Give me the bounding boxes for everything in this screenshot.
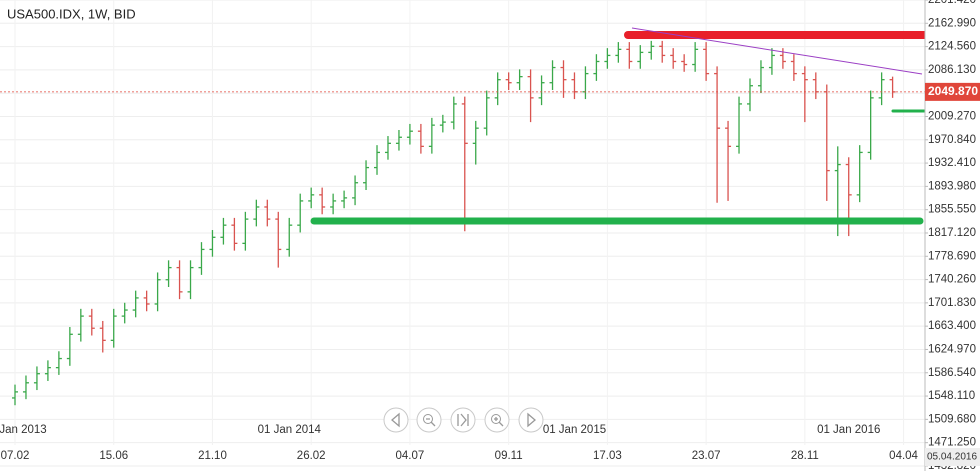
scroll-left-button[interactable] xyxy=(383,407,409,433)
x-tick-label: 15.06 xyxy=(99,450,128,462)
x-tick-label: 04.04 xyxy=(889,450,918,462)
x-tick-label: 07.02 xyxy=(1,450,30,462)
period-label: 01 Jan 2014 xyxy=(258,424,322,436)
y-tick-label: 2009.270 xyxy=(928,111,976,123)
period-label: 01 Jan 2015 xyxy=(543,424,606,436)
y-tick-label: 2086.130 xyxy=(928,64,976,76)
drawings xyxy=(0,27,925,225)
y-tick-label: 1624.970 xyxy=(928,343,976,355)
date-label: 05.04.2016 xyxy=(927,452,977,463)
scroll-right-button[interactable] xyxy=(518,407,544,433)
period-label: 01 Jan 2013 xyxy=(0,424,47,436)
y-tick-label: 1817.120 xyxy=(928,227,976,239)
y-tick-label: 2201.420 xyxy=(928,0,976,6)
price-label: 2049.870 xyxy=(928,84,978,98)
y-tick-label: 1701.830 xyxy=(928,297,976,309)
x-tick-label: 28.11 xyxy=(791,450,819,462)
y-tick-label: 1778.690 xyxy=(928,250,976,262)
y-tick-label: 1471.250 xyxy=(928,437,976,449)
y-tick-label: 1509.680 xyxy=(928,413,976,425)
x-tick-label: 09.11 xyxy=(495,450,523,462)
reset-button[interactable] xyxy=(450,407,476,433)
grid xyxy=(0,0,925,467)
y-tick-label: 1932.410 xyxy=(928,157,976,169)
y-tick-label: 2124.560 xyxy=(928,41,976,53)
y-tick-label: 1586.540 xyxy=(928,367,976,379)
y-tick-label: 1663.400 xyxy=(928,320,976,332)
x-tick-label: 23.07 xyxy=(692,450,721,462)
y-tick-label: 1855.550 xyxy=(928,204,976,216)
zoom-out-button[interactable] xyxy=(416,407,442,433)
x-tick-label: 21.10 xyxy=(198,450,227,462)
chart-title: USA500.IDX, 1W, BID xyxy=(7,6,136,21)
date-box xyxy=(925,448,980,466)
trendline xyxy=(631,27,923,75)
y-tick-label: 1970.840 xyxy=(928,134,976,146)
x-tick-label: 17.03 xyxy=(593,450,622,462)
zoom-in-button[interactable] xyxy=(484,407,510,433)
y-tick-label: 1740.260 xyxy=(928,274,976,286)
y-tick-label: 2162.990 xyxy=(928,17,976,29)
price-box xyxy=(925,82,980,101)
x-tick-label: 26.02 xyxy=(297,450,326,462)
period-label: 01 Jan 2016 xyxy=(817,424,880,436)
y-tick-label: 1893.980 xyxy=(928,180,976,192)
x-tick-label: 04.07 xyxy=(396,450,425,462)
y-tick-label: 1548.110 xyxy=(928,390,975,402)
navigation xyxy=(383,407,544,433)
